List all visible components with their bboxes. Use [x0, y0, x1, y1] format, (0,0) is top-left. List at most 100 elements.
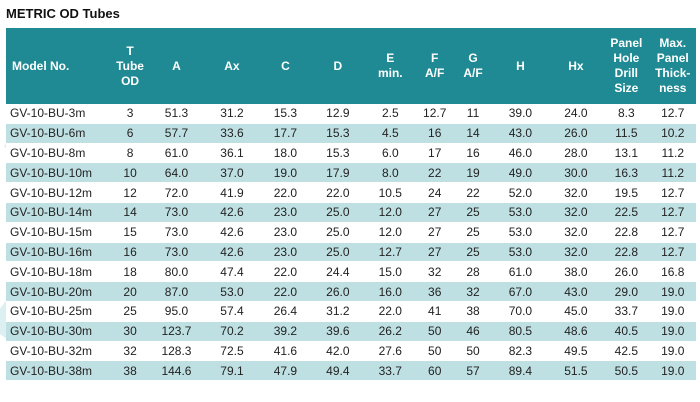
- model-cell: GV-10-BU-6m: [6, 123, 111, 144]
- column-header-line: G: [468, 51, 478, 65]
- value-cell: 16.0: [365, 281, 416, 302]
- value-cell: 24.4: [310, 261, 366, 283]
- value-cell: 12.7: [649, 222, 696, 243]
- model-cell: GV-10-BU-15m: [6, 222, 111, 243]
- value-cell: 70.2: [203, 321, 261, 342]
- value-cell: 17.7: [260, 123, 311, 144]
- value-cell: 49.4: [310, 360, 366, 382]
- column-header: G A/F: [453, 28, 493, 104]
- column-header-line: A/F: [463, 66, 483, 80]
- value-cell: 39.0: [492, 104, 549, 124]
- value-cell: 22.0: [260, 182, 311, 203]
- value-cell: 25: [453, 242, 493, 263]
- table-row: GV-10-BU-20m 20 87.0 53.0 22.0 26.0 16.0 36 32 67…: [6, 281, 696, 302]
- value-cell: 50: [415, 341, 454, 362]
- value-cell: 19.0: [649, 301, 696, 322]
- value-cell: 51.3: [149, 104, 204, 124]
- value-cell: 28: [453, 261, 493, 283]
- value-cell: 15.3: [310, 143, 366, 164]
- value-cell: 19.0: [649, 360, 696, 382]
- value-cell: 23.0: [260, 202, 311, 223]
- value-cell: 10.2: [649, 123, 696, 144]
- column-header: Model No.: [6, 28, 111, 104]
- value-cell: 14: [453, 123, 493, 144]
- value-cell: 41: [415, 301, 454, 322]
- column-header-line: Hx: [568, 58, 584, 73]
- value-cell: 80.0: [149, 261, 204, 283]
- value-cell: 41.9: [203, 182, 261, 203]
- value-cell: 37.0: [203, 162, 261, 184]
- value-cell: 32.0: [548, 202, 604, 223]
- value-cell: 28.0: [548, 143, 604, 164]
- column-header-line: OD: [121, 73, 140, 88]
- value-cell: 16.8: [649, 261, 696, 283]
- value-cell: 53.0: [492, 242, 549, 263]
- value-cell: 29.0: [603, 281, 650, 302]
- value-cell: 38: [110, 360, 150, 382]
- value-cell: 19.0: [649, 321, 696, 342]
- value-cell: 30: [110, 321, 150, 342]
- table-row: GV-10-BU-30m 30 123.7 70.2 39.2 39.6 26.2 50 46 8…: [6, 321, 696, 342]
- value-cell: 18.0: [260, 143, 311, 164]
- column-header-line: Ax: [224, 58, 240, 73]
- value-cell: 22.5: [603, 202, 650, 223]
- value-cell: 22.0: [260, 281, 311, 302]
- value-cell: 30.0: [548, 162, 604, 184]
- value-cell: 2.5: [365, 104, 416, 124]
- model-cell: GV-10-BU-30m: [6, 321, 111, 342]
- column-header-line: Size: [614, 81, 639, 95]
- value-cell: 22.8: [603, 242, 650, 263]
- column-header-line: H: [516, 58, 525, 73]
- column-header: C: [260, 28, 311, 104]
- column-header-line: Hole: [613, 51, 640, 65]
- column-header-line: Drill: [614, 66, 638, 80]
- value-cell: 73.0: [149, 222, 204, 243]
- model-cell: GV-10-BU-3m: [6, 104, 111, 124]
- value-cell: 26.2: [365, 321, 416, 342]
- value-cell: 26.0: [548, 123, 604, 144]
- value-cell: 20: [110, 281, 150, 302]
- value-cell: 87.0: [149, 281, 204, 302]
- value-cell: 6.0: [365, 143, 416, 164]
- table-row: GV-10-BU-15m 15 73.0 42.6 23.0 25.0 12.0 27 25 53…: [6, 222, 696, 243]
- value-cell: 8.0: [365, 162, 416, 184]
- value-cell: 23.0: [260, 242, 311, 263]
- value-cell: 38.0: [548, 261, 604, 283]
- value-cell: 22.0: [260, 261, 311, 283]
- value-cell: 22.8: [603, 222, 650, 243]
- table-row: GV-10-BU-6m 6 57.7 33.6 17.7 15.3 4.5 16 14 43.0 2…: [6, 123, 696, 144]
- column-header: Hx: [548, 28, 604, 104]
- model-cell: GV-10-BU-14m: [6, 202, 111, 223]
- column-header-line: A: [172, 58, 181, 73]
- value-cell: 57: [453, 360, 493, 382]
- table-row: GV-10-BU-18m 18 80.0 47.4 22.0 24.4 15.0 32 28 61…: [6, 261, 696, 283]
- value-cell: 25: [453, 202, 493, 223]
- value-cell: 43.0: [548, 281, 604, 302]
- value-cell: 53.0: [492, 222, 549, 243]
- column-header-line: Panel: [656, 51, 689, 65]
- value-cell: 25.0: [310, 202, 366, 223]
- value-cell: 52.0: [492, 182, 549, 203]
- value-cell: 24: [415, 182, 454, 203]
- model-cell: GV-10-BU-20m: [6, 281, 111, 302]
- value-cell: 17.9: [310, 162, 366, 184]
- value-cell: 19.0: [649, 281, 696, 302]
- value-cell: 10: [110, 162, 150, 184]
- model-cell: GV-10-BU-18m: [6, 261, 111, 283]
- value-cell: 22: [415, 162, 454, 184]
- column-header-line: Max.: [659, 36, 687, 50]
- model-cell: GV-10-BU-12m: [6, 182, 111, 203]
- value-cell: 25: [110, 301, 150, 322]
- table-row: GV-10-BU-10m 10 64.0 37.0 19.0 17.9 8.0 22 19 49.…: [6, 162, 696, 184]
- value-cell: 36.1: [203, 143, 261, 164]
- model-cell: GV-10-BU-38m: [6, 360, 111, 382]
- value-cell: 12.7: [649, 182, 696, 203]
- model-cell: GV-10-BU-16m: [6, 242, 111, 263]
- value-cell: 12.9: [310, 104, 366, 124]
- value-cell: 45.0: [548, 301, 604, 322]
- value-cell: 33.7: [365, 360, 416, 382]
- column-header: Ax: [203, 28, 261, 104]
- table-row: GV-10-BU-8m 8 61.0 36.1 18.0 15.3 6.0 17 16 46.0 2…: [6, 143, 696, 164]
